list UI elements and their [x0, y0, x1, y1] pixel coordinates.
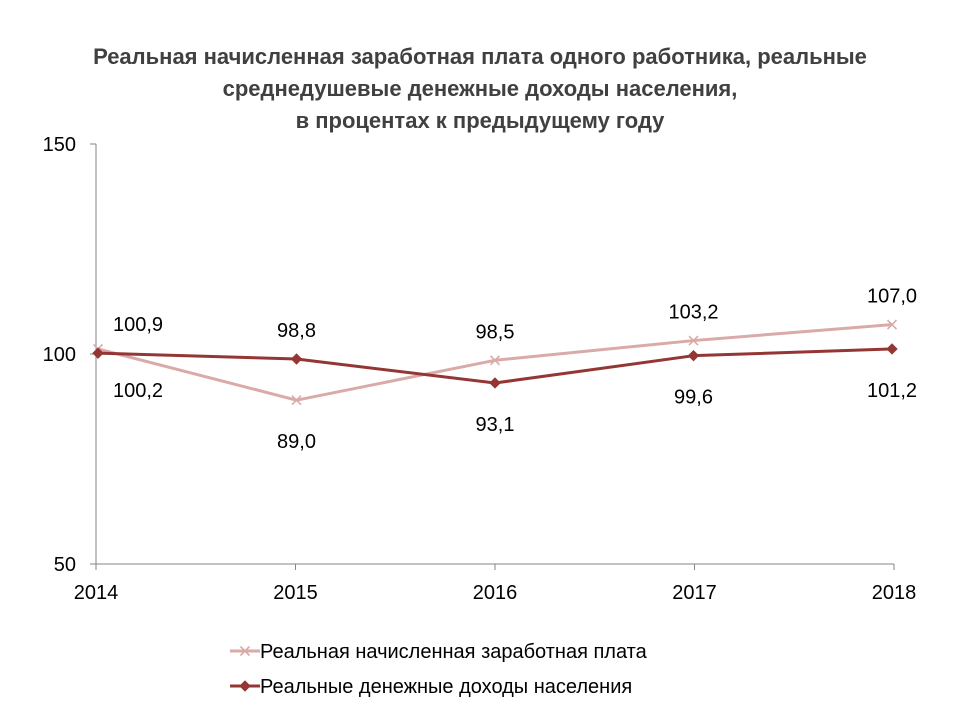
y-tick-label: 50 — [54, 554, 76, 576]
wages-point — [489, 355, 501, 366]
chart-title-line-3: в процентах к предыдущему году — [296, 108, 666, 133]
series-income — [92, 343, 898, 389]
series-wages — [92, 319, 898, 406]
income-point — [687, 349, 700, 362]
y-tick-label: 150 — [43, 134, 76, 156]
income-point — [290, 353, 303, 365]
income-data-label: 98,8 — [277, 320, 316, 342]
x-tick-label: 2018 — [872, 582, 917, 604]
chart-title-line-1: Реальная начисленная заработная плата од… — [93, 44, 867, 69]
x-tick-label: 2014 — [74, 582, 119, 604]
income-data-label: 93,1 — [476, 414, 515, 436]
x-tick-label: 2016 — [473, 582, 518, 604]
income-data-label: 99,6 — [674, 387, 713, 409]
x-tick-label: 2015 — [273, 582, 318, 604]
legend-label: Реальная начисленная заработная плата — [260, 641, 648, 663]
legend-marker — [239, 680, 251, 692]
wages-data-label: 89,0 — [277, 431, 316, 453]
wages-point — [688, 335, 699, 346]
wages-data-label: 98,5 — [476, 321, 515, 343]
wages-data-label: 100,2 — [113, 380, 163, 402]
series — [92, 319, 898, 406]
wages-data-label: 107,0 — [867, 286, 917, 308]
legend-item-wages: Реальная начисленная заработная плата — [230, 641, 648, 663]
wages-point — [291, 395, 302, 406]
income-point — [886, 343, 898, 355]
data-labels: 100,2 89,0 98,5 103,2 107,0 100,9 98,8 93,1 99,6… — [113, 286, 917, 454]
legend-marker — [239, 645, 251, 657]
x-tick-label: 2017 — [672, 582, 717, 604]
income-point — [489, 377, 501, 389]
legend-item-income: Реальные денежные доходы населения — [230, 676, 632, 698]
legend-label: Реальные денежные доходы населения — [260, 676, 632, 698]
income-point — [92, 347, 104, 359]
chart-title-line-2: среднедушевые денежные доходы населения, — [223, 76, 738, 101]
income-data-label: 101,2 — [867, 380, 917, 402]
income-data-label: 100,9 — [113, 314, 163, 336]
chart-title: Реальная начисленная заработная плата од… — [93, 44, 867, 133]
wages-point — [886, 319, 898, 330]
axes: 50 100 150 2014 2015 2016 2017 2018 — [43, 134, 917, 604]
wages-data-label: 103,2 — [668, 302, 718, 324]
legend: Реальная начисленная заработная плата Реа… — [230, 641, 648, 698]
y-tick-label: 100 — [43, 344, 76, 366]
